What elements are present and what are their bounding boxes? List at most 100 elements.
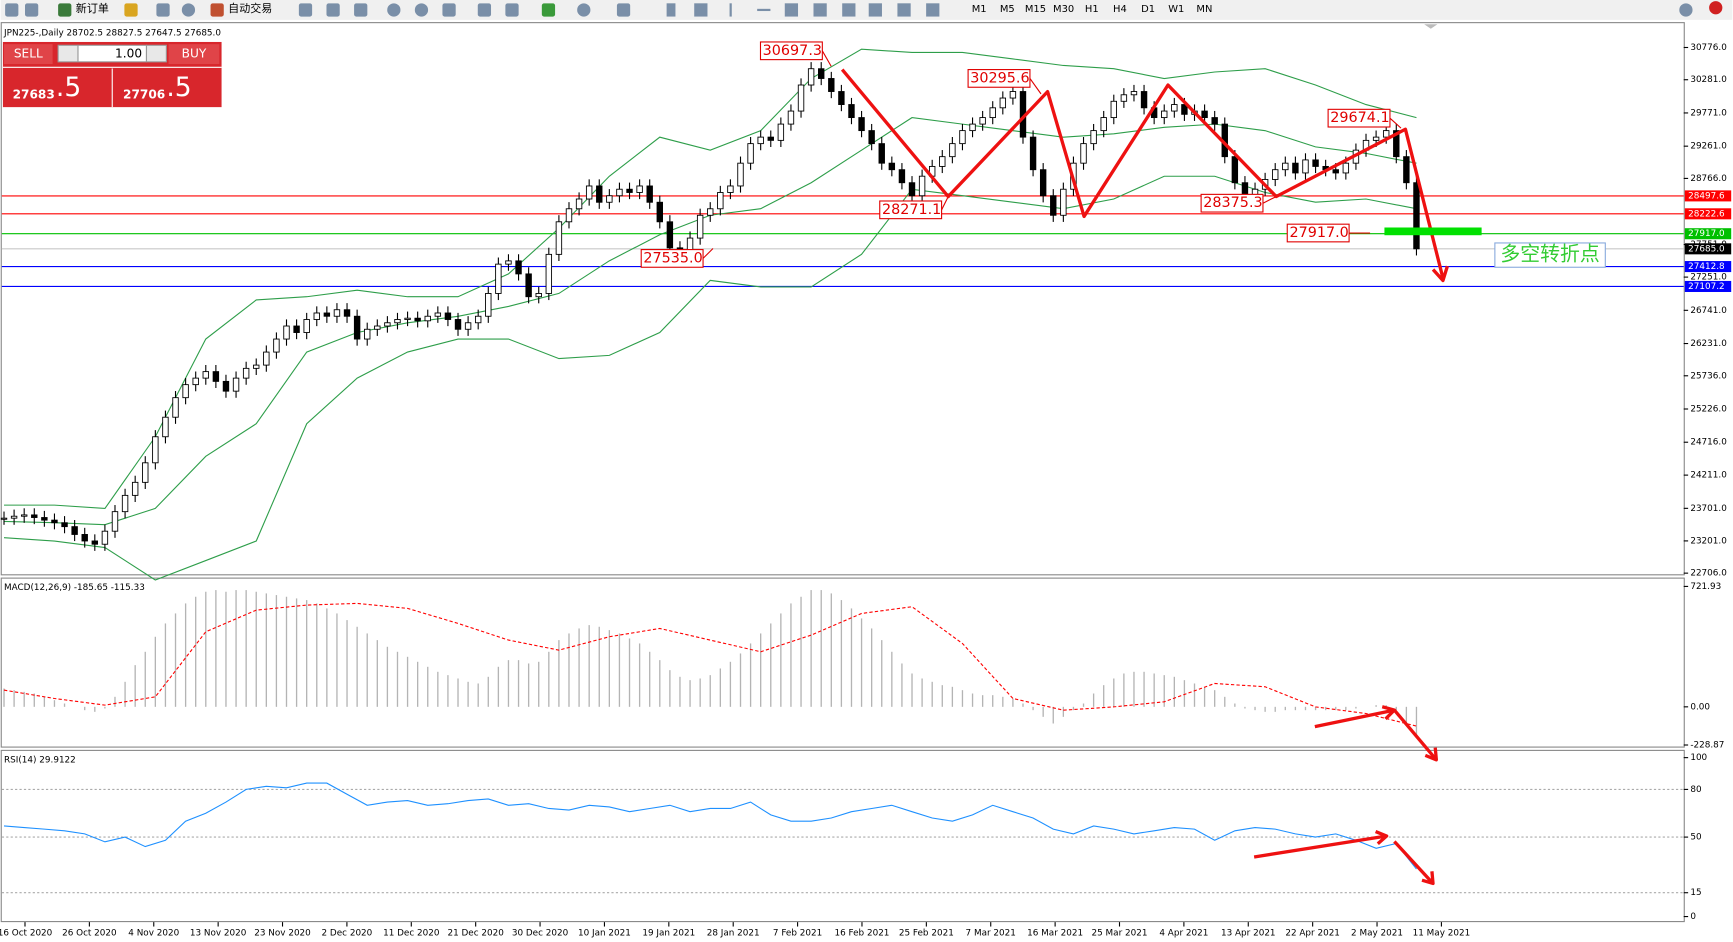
icon[interactable]: [541, 3, 556, 17]
icon[interactable]: [5, 3, 19, 17]
timeframe-button[interactable]: M5: [1000, 4, 1015, 15]
x-tick-label: 13 Apr 2021: [1221, 929, 1276, 939]
candle-bear: [1403, 156, 1410, 184]
timeframe-button[interactable]: M15: [1025, 4, 1046, 15]
sell-button[interactable]: [4, 44, 53, 65]
timeframe-button[interactable]: MN: [1196, 4, 1212, 15]
level-label-bg: [1684, 243, 1732, 255]
icon[interactable]: [442, 3, 456, 17]
lot-down[interactable]: [57, 44, 79, 63]
icon[interactable]: [784, 3, 799, 17]
arrow-head: [1374, 830, 1389, 845]
candle-bull: [989, 107, 996, 119]
icon[interactable]: [666, 3, 676, 17]
candle-bull: [1120, 94, 1128, 102]
icon[interactable]: [58, 3, 72, 17]
annotation-link: [1262, 196, 1277, 204]
icon[interactable]: [757, 8, 771, 12]
bid-fraction[interactable]: .5: [56, 72, 81, 103]
icon[interactable]: [181, 3, 196, 17]
y-tick-label: 22706.0: [1690, 569, 1727, 579]
candle-bull: [485, 293, 492, 317]
icon[interactable]: [354, 3, 368, 17]
icon[interactable]: [505, 3, 519, 17]
icon[interactable]: [124, 3, 138, 17]
lot-up[interactable]: [145, 44, 167, 63]
candle-bull: [131, 481, 139, 496]
bollinger-upper: [4, 48, 1417, 510]
arrow-head: [1421, 871, 1435, 886]
candle-bull: [1342, 162, 1350, 174]
candle-bull: [10, 515, 18, 519]
icon[interactable]: [616, 3, 631, 17]
toolbar-icons: [5, 1, 1723, 17]
lot-value[interactable]: 1.00: [115, 47, 142, 61]
icon[interactable]: [897, 3, 911, 17]
icon[interactable]: [729, 3, 732, 17]
icon[interactable]: [477, 3, 492, 17]
y-tick-label: 24211.0: [1690, 471, 1727, 481]
icon[interactable]: [298, 3, 313, 17]
one-click-trading: [2, 41, 222, 108]
icon[interactable]: [210, 3, 224, 17]
icon[interactable]: [1679, 3, 1693, 17]
macd-panel: [0, 577, 1685, 748]
toolbar-button[interactable]: 新订单: [76, 1, 109, 15]
notification-badge[interactable]: [1709, 1, 1723, 15]
candle-bear: [41, 517, 48, 521]
candle-bull: [152, 436, 159, 464]
buy-button[interactable]: [168, 44, 220, 65]
candle-bull: [777, 123, 785, 141]
annotation: 27535.0: [643, 250, 702, 266]
timeframe-button[interactable]: D1: [1141, 4, 1155, 15]
candle-bear: [454, 319, 462, 330]
toolbar: [0, 0, 1733, 20]
icon[interactable]: [694, 3, 708, 17]
candle-bear: [353, 315, 361, 340]
timeframe-button[interactable]: H1: [1085, 4, 1099, 15]
x-tick-label: 16 Mar 2021: [1027, 929, 1083, 939]
y-tick-label: 30776.0: [1690, 43, 1727, 53]
icon[interactable]: [926, 3, 940, 17]
timeframe-button[interactable]: M1: [972, 4, 987, 15]
ask-fraction[interactable]: .5: [166, 72, 191, 103]
icon[interactable]: [24, 3, 39, 17]
toolbar-button[interactable]: 自动交易: [228, 1, 272, 15]
ask-price[interactable]: 27706: [123, 87, 165, 101]
buy-label[interactable]: BUY: [182, 47, 207, 61]
sell-label[interactable]: SELL: [14, 47, 43, 61]
candle-bear: [525, 273, 532, 298]
icon[interactable]: [414, 3, 429, 17]
annotation-link: [941, 196, 949, 211]
candle-bull: [545, 253, 553, 294]
y-tick-label: 80: [1690, 785, 1702, 795]
timeframe-button[interactable]: H4: [1113, 4, 1127, 15]
x-tick-label: 2 May 2021: [1351, 929, 1403, 939]
candle-bull: [959, 130, 966, 145]
x-tick-label: 7 Feb 2021: [773, 929, 822, 939]
icon[interactable]: [156, 3, 170, 17]
timeframe-button[interactable]: W1: [1168, 4, 1184, 15]
icon[interactable]: [387, 3, 401, 17]
candle-bull: [787, 110, 795, 125]
candle-bull: [918, 175, 926, 197]
icon[interactable]: [577, 3, 591, 17]
x-tick-label: 21 Dec 2020: [447, 929, 504, 939]
candle-bull: [273, 338, 280, 353]
bid-price[interactable]: 27683: [13, 87, 55, 101]
icon[interactable]: [868, 3, 882, 17]
candle-bull: [1282, 162, 1289, 171]
annotation-link: [1029, 78, 1042, 95]
candle-bull: [1080, 143, 1087, 164]
candle-bull: [565, 208, 573, 223]
level-label: 27107.2: [1688, 282, 1725, 292]
timeframe-button[interactable]: M30: [1053, 4, 1074, 15]
icon[interactable]: [326, 3, 340, 17]
candle-bull: [1372, 136, 1380, 141]
level-label-bg: [1684, 228, 1732, 240]
annotation-link: [821, 50, 832, 67]
candle-bull: [939, 156, 946, 167]
icon[interactable]: [842, 3, 856, 17]
icon[interactable]: [813, 3, 827, 17]
candle-bull: [696, 214, 704, 239]
